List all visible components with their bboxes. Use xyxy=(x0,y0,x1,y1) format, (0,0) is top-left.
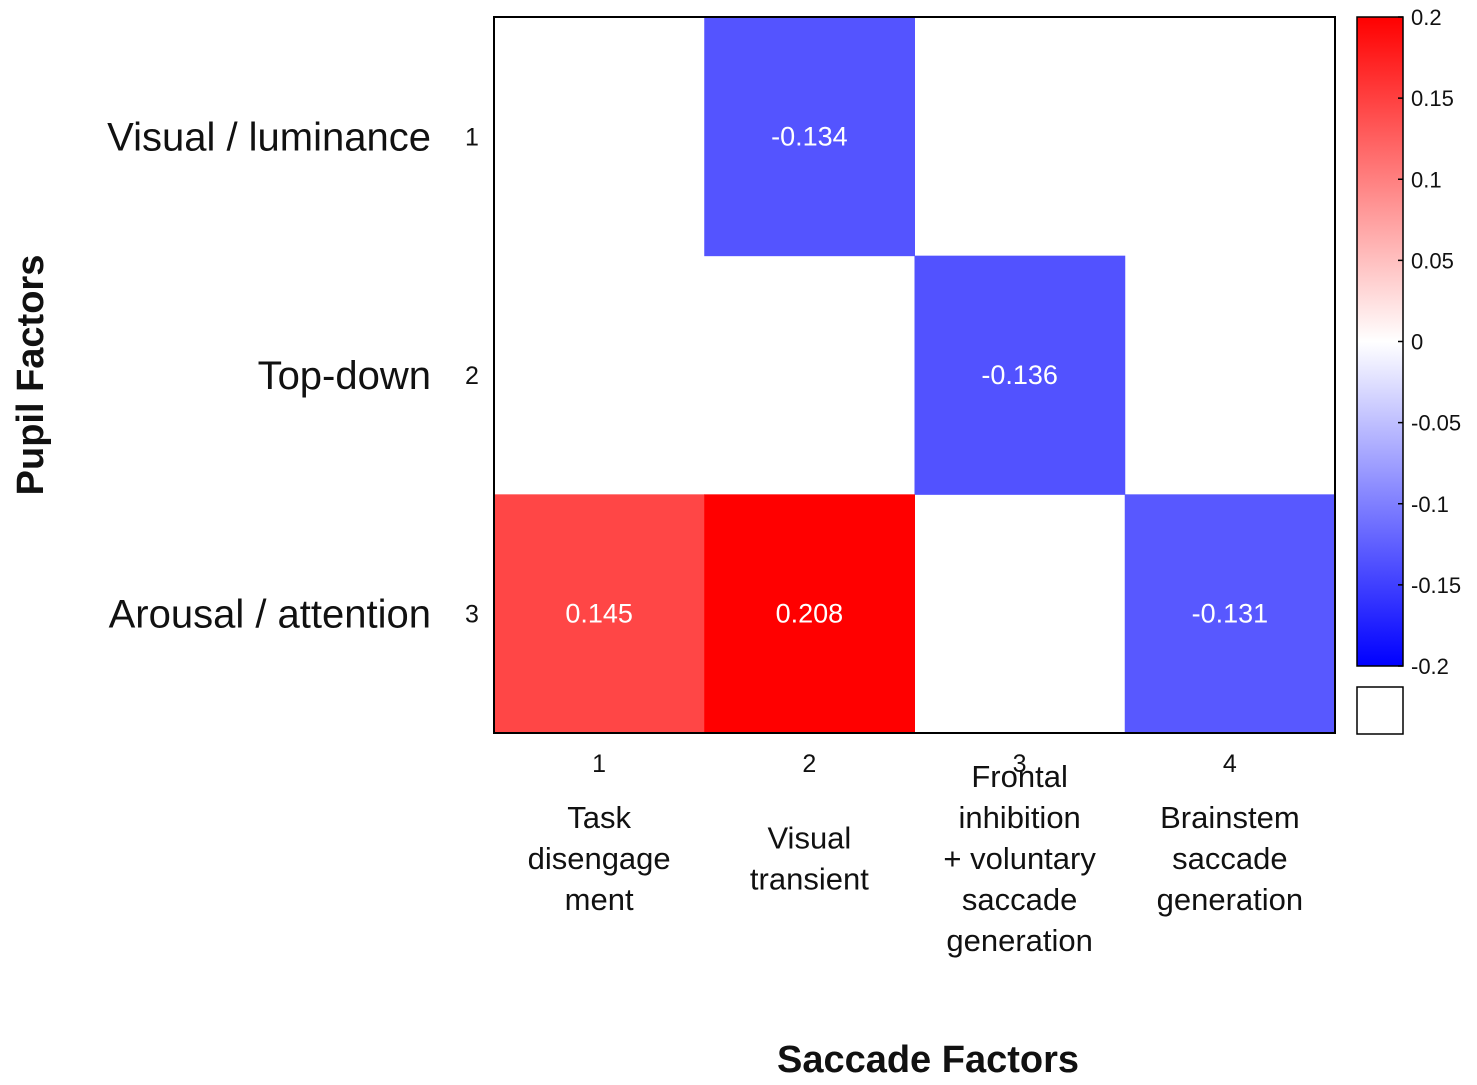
heatmap-cell xyxy=(1124,494,1336,734)
row-label: Arousal / attention xyxy=(109,593,431,637)
cell-value-label: 0.145 xyxy=(565,599,633,629)
heatmap-cell xyxy=(704,17,915,257)
y-tick-label: 3 xyxy=(465,601,479,629)
row-label: Visual / luminance xyxy=(107,115,431,159)
column-label: Visual transient xyxy=(750,821,869,897)
x-tick-label: 4 xyxy=(1223,750,1237,778)
column-label: Frontal inhibition + voluntary saccade gener… xyxy=(943,759,1096,958)
cell-value-label: 0.208 xyxy=(776,599,844,629)
column-labels: 1 Task disengage ment 2 Visual transient 3Front… xyxy=(528,750,1304,958)
cell-value-label: -0.134 xyxy=(771,121,848,151)
y-tick-label: 1 xyxy=(465,123,479,151)
y-tick-label: 2 xyxy=(465,362,479,390)
colorbar-tick-label: -0.1 xyxy=(1411,492,1449,517)
cell-value-label: -0.136 xyxy=(981,360,1058,390)
heatmap-cell xyxy=(914,255,1126,495)
x-tick-label: 2 xyxy=(802,750,816,778)
colorbar: 0.2 0.15 0.1 0.05 0 -0.05 -0.1 -0.15 -0.2 xyxy=(1356,5,1461,735)
x-axis-title: Saccade Factors xyxy=(777,1039,1079,1081)
plot-frame xyxy=(493,16,1336,734)
colorbar-tick-label: 0.15 xyxy=(1411,86,1454,111)
colorbar-tick-label: 0.05 xyxy=(1411,248,1454,273)
colorbar-tick-label: 0 xyxy=(1411,330,1423,355)
heatmap-cell xyxy=(704,494,915,734)
colorbar-tick-label: -0.05 xyxy=(1411,411,1461,436)
row-label: Top-down xyxy=(258,354,431,398)
x-tick-label: 1 xyxy=(592,750,606,778)
heatmap-cells: -0.134 -0.136 0.145 0.208 -0.131 xyxy=(494,17,1336,734)
column-label: Task disengage ment xyxy=(528,800,671,917)
heatmap-cell xyxy=(494,494,705,734)
cell-value-label: -0.131 xyxy=(1192,599,1269,629)
colorbar-nan-swatch xyxy=(1356,686,1404,735)
row-labels: 1 Visual / luminance 2 Top-down 3 Arousal / a… xyxy=(107,115,479,636)
colorbar-tick-label: -0.15 xyxy=(1411,573,1461,598)
colorbar-tick-label: 0.2 xyxy=(1411,5,1442,30)
x-tick-label: 3 xyxy=(1013,750,1027,778)
column-label: Brainstem saccade generation xyxy=(1157,800,1304,917)
colorbar-gradient xyxy=(1356,16,1404,667)
y-axis-title: Pupil Factors xyxy=(10,255,52,496)
colorbar-tick-label: -0.2 xyxy=(1411,654,1449,679)
colorbar-tick-label: 0.1 xyxy=(1411,167,1442,192)
